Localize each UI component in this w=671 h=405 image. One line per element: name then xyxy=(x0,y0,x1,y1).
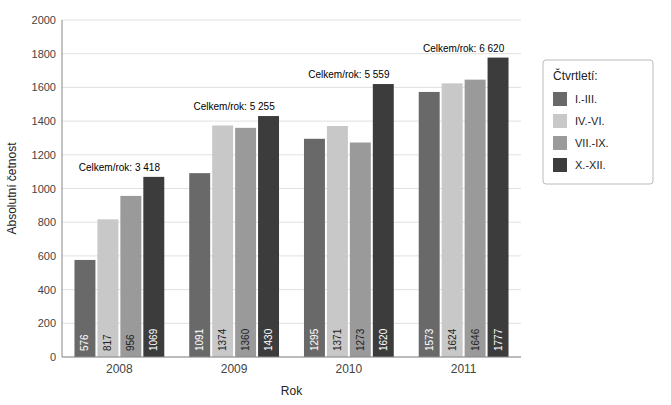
grid-line xyxy=(62,20,521,21)
y-tick-label: 2000 xyxy=(32,14,56,26)
y-axis xyxy=(62,20,63,357)
bar xyxy=(304,139,325,357)
legend-entry: I.-III. xyxy=(575,93,597,105)
bar xyxy=(373,84,394,357)
x-tick-label: 2010 xyxy=(336,362,363,376)
data-label: 1374 xyxy=(217,328,228,351)
bar xyxy=(235,128,256,357)
data-label: 1360 xyxy=(240,328,251,351)
legend-entry: VII.-IX. xyxy=(575,137,609,149)
bar xyxy=(327,126,348,357)
bar xyxy=(189,173,210,357)
data-label: 1624 xyxy=(447,328,458,351)
y-tick-label: 1800 xyxy=(32,48,56,60)
bar xyxy=(120,196,141,357)
data-label: 576 xyxy=(79,334,90,351)
annotation: Celkem/rok: 5 559 xyxy=(308,69,390,80)
legend-swatch xyxy=(553,114,567,128)
bar xyxy=(488,58,509,357)
legend-swatch xyxy=(553,92,567,106)
x-tick-label: 2009 xyxy=(221,362,248,376)
y-axis-label: Absolutní četnost xyxy=(5,142,19,235)
bar xyxy=(258,116,279,357)
legend-swatch xyxy=(553,136,567,150)
bar xyxy=(419,92,440,357)
x-axis-label: Rok xyxy=(281,384,303,398)
grid xyxy=(62,20,521,357)
legend-box xyxy=(543,60,653,184)
x-tick-label: 2008 xyxy=(106,362,133,376)
data-label: 1371 xyxy=(332,328,343,351)
bar xyxy=(74,260,95,357)
data-label: 1091 xyxy=(194,328,205,351)
data-label: 1620 xyxy=(378,328,389,351)
bar xyxy=(97,219,118,357)
legend-entry: IV.-VI. xyxy=(575,115,605,127)
data-label: 1430 xyxy=(263,328,274,351)
bar xyxy=(442,83,463,357)
bar xyxy=(143,177,164,357)
y-tick-label: 600 xyxy=(38,250,56,262)
data-label: 1273 xyxy=(355,328,366,351)
data-label: 1295 xyxy=(309,328,320,351)
y-tick-label: 1400 xyxy=(32,115,56,127)
bar xyxy=(465,80,486,357)
bars xyxy=(74,58,508,357)
data-label: 1573 xyxy=(424,328,435,351)
y-tick-label: 0 xyxy=(50,351,56,363)
x-tick-label: 2011 xyxy=(451,362,477,376)
data-label: 1646 xyxy=(470,328,481,351)
y-tick-label: 1600 xyxy=(32,81,56,93)
annotation: Celkem/rok: 6 620 xyxy=(423,43,505,54)
data-label: 1069 xyxy=(148,328,159,351)
bar xyxy=(350,142,371,357)
data-label: 956 xyxy=(125,334,136,351)
y-tick-label: 1200 xyxy=(32,149,56,161)
grid-line xyxy=(62,357,521,358)
y-tick-label: 200 xyxy=(38,317,56,329)
data-labels: 576 1091 1295 1573 817 1374 1371 1624 956 1360 127… xyxy=(79,328,503,351)
x-axis xyxy=(62,357,521,358)
chart: 0 200 400 600 800 1000 1200 1400 1600 1800 2000 576… xyxy=(0,0,671,405)
data-label: 1777 xyxy=(493,328,504,351)
legend-title: Čtvrtletí: xyxy=(553,68,598,83)
data-label: 817 xyxy=(102,334,113,351)
bar xyxy=(212,125,233,357)
legend-swatch xyxy=(553,158,567,172)
annotation: Celkem/rok: 5 255 xyxy=(194,101,276,112)
annotation: Celkem/rok: 3 418 xyxy=(79,162,161,173)
y-tick-label: 400 xyxy=(38,284,56,296)
y-tick-label: 800 xyxy=(38,216,56,228)
legend-entry: X.-XII. xyxy=(575,159,606,171)
y-tick-label: 1000 xyxy=(32,183,56,195)
legend: Čtvrtletí: I.-III. IV.-VI. VII.-IX. X.-XII. xyxy=(543,60,653,184)
